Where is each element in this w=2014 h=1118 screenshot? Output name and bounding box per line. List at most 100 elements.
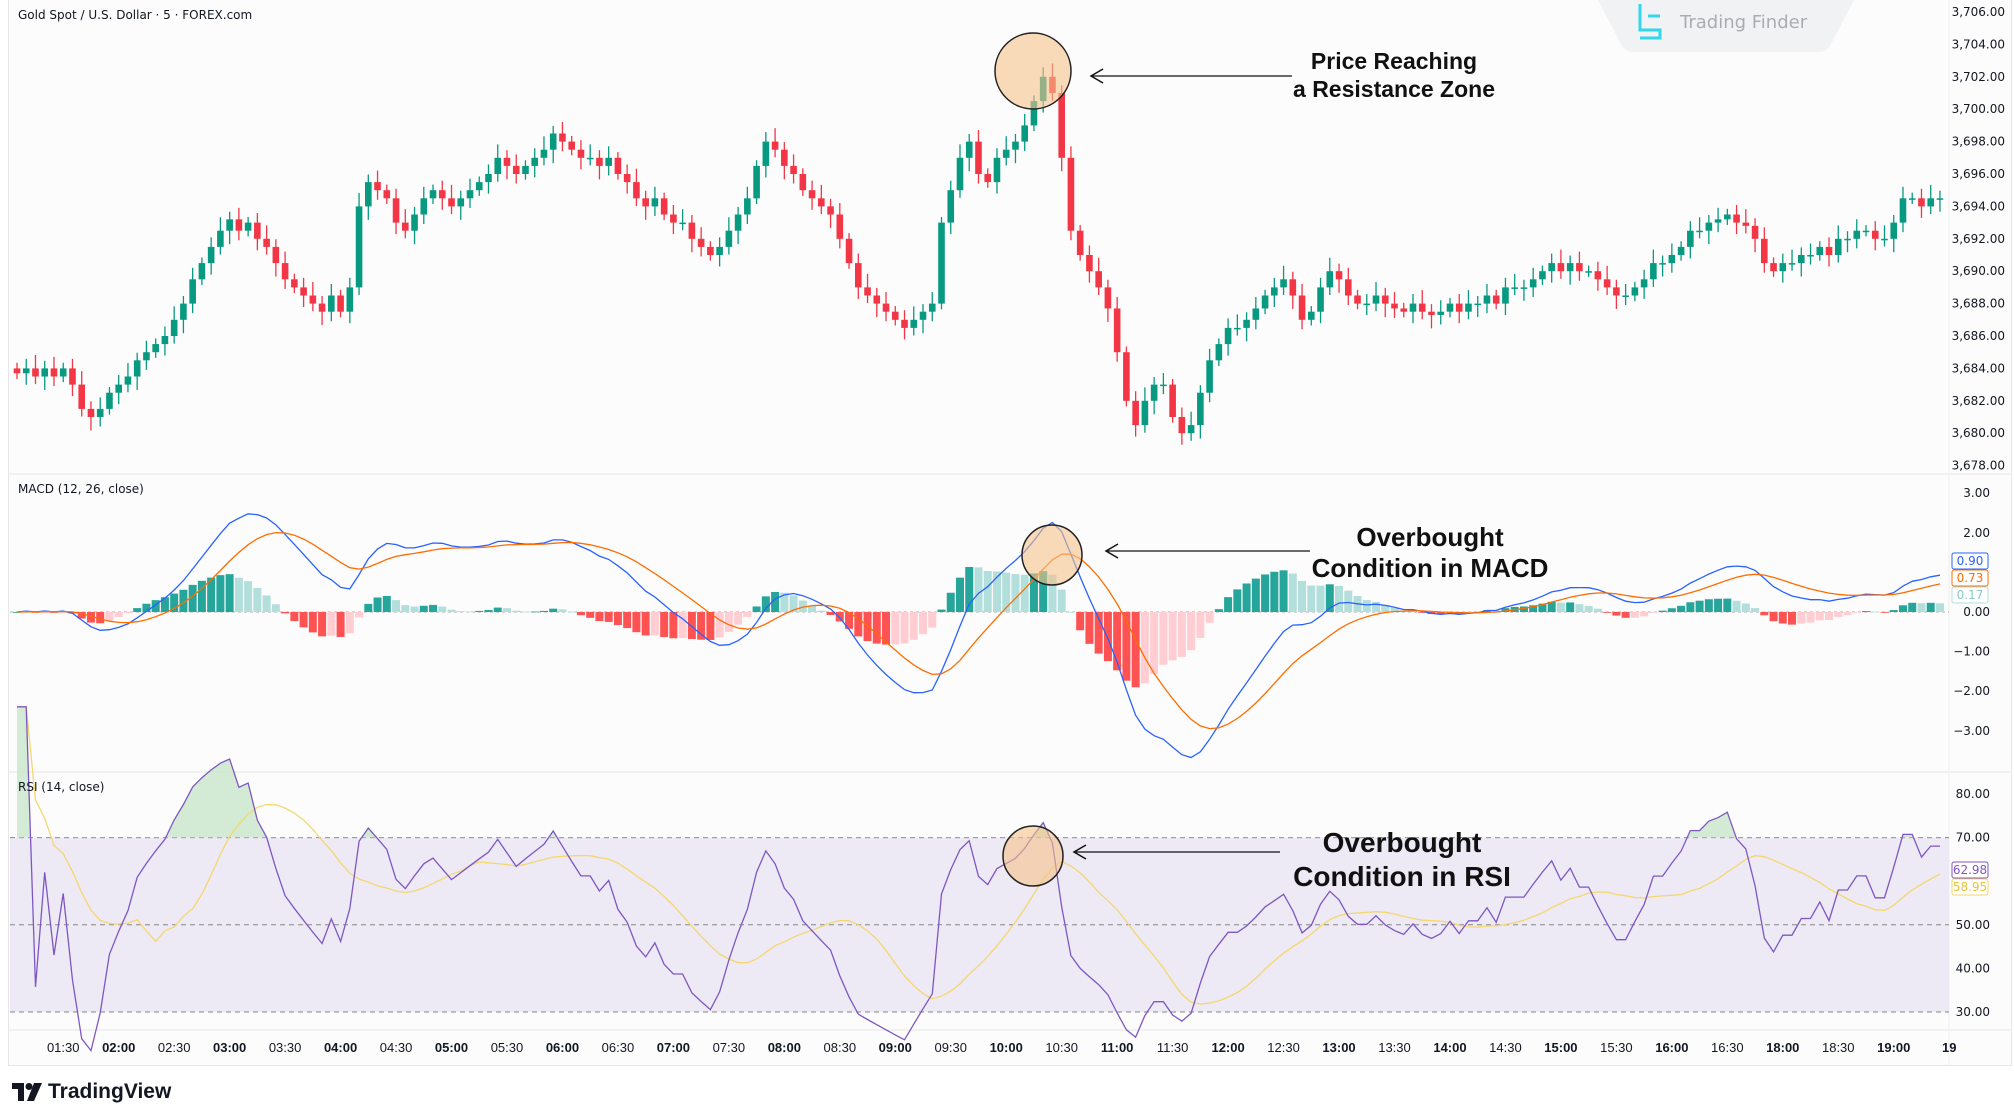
annotation-rsi-line2: Condition in RSI — [1293, 860, 1511, 892]
candle — [818, 184, 825, 215]
candle — [22, 358, 30, 385]
macd-histogram-bar — [771, 591, 780, 612]
candle — [272, 239, 280, 277]
candle-body — [1409, 303, 1417, 312]
price-tick-label: 3,700.00 — [1952, 102, 2005, 116]
candle-body — [1650, 263, 1657, 280]
candle — [1224, 318, 1232, 356]
time-tick-label: 06:30 — [602, 1040, 635, 1055]
candle — [1705, 214, 1713, 245]
candle-body — [50, 368, 58, 377]
candle — [1381, 287, 1389, 318]
symbol-title[interactable]: Gold Spot / U.S. Dollar · 5 · FOREX.com — [18, 8, 253, 22]
tradingview-logo[interactable]: TradingView — [12, 1080, 171, 1104]
candle-body — [328, 295, 335, 312]
macd-histogram-bar — [77, 612, 86, 619]
candle — [1483, 283, 1491, 314]
candle — [1492, 289, 1500, 310]
macd-histogram-bar — [123, 612, 132, 614]
macd-histogram-bar — [438, 606, 447, 612]
histogram-value-badge: 0.17 — [1951, 586, 1989, 604]
macd-histogram-bar — [1834, 612, 1843, 618]
rsi-tick-label: 40.00 — [1956, 961, 1990, 975]
time-tick-label: 14:00 — [1433, 1040, 1466, 1055]
candle-body — [1197, 392, 1204, 426]
candle-body — [170, 319, 178, 336]
time-tick-label: 16:00 — [1655, 1040, 1688, 1055]
candle — [475, 176, 483, 196]
macd-histogram-bar — [207, 577, 216, 612]
candle — [438, 180, 446, 210]
macd-histogram-bar — [845, 612, 854, 629]
macd-histogram-bar — [900, 612, 909, 644]
macd-histogram-bar — [817, 610, 826, 612]
macd-title[interactable]: MACD (12, 26, close) — [18, 482, 144, 496]
macd-histogram-bar — [1898, 605, 1907, 612]
macd-histogram-bar — [1418, 612, 1427, 613]
rsi-ma-value-badge: 58.95 — [1951, 878, 1989, 896]
candle — [1936, 190, 1944, 212]
macd-histogram-bar — [604, 612, 613, 622]
candle — [365, 174, 372, 220]
macd-histogram-bar — [1251, 578, 1260, 612]
rsi-value-badge: 62.98 — [1951, 861, 1989, 879]
macd-histogram-bar — [1131, 612, 1140, 688]
candle-body — [69, 368, 76, 385]
svg-text:58.95: 58.95 — [1953, 880, 1987, 894]
time-tick-label: 03:30 — [269, 1040, 302, 1055]
macd-histogram-bar — [1640, 612, 1649, 617]
time-tick-label: 10:30 — [1045, 1040, 1078, 1055]
macd-histogram-bar — [1103, 612, 1112, 662]
candle — [106, 387, 113, 415]
candle — [1372, 282, 1380, 312]
candle — [152, 338, 159, 358]
time-tick-label: 16:30 — [1711, 1040, 1744, 1055]
macd-histogram-bar — [151, 600, 160, 612]
candle-body — [1603, 279, 1611, 288]
candle-body — [411, 214, 418, 231]
candle-body — [1178, 417, 1186, 434]
macd-histogram-bar — [1381, 604, 1390, 612]
candle-body — [1677, 246, 1685, 255]
candle — [1363, 294, 1371, 316]
candle-body — [87, 408, 95, 417]
candle-body — [438, 190, 446, 199]
macd-histogram-bar — [761, 596, 770, 612]
macd-histogram-bar — [798, 600, 807, 612]
candle-body — [1788, 263, 1796, 265]
candle — [1761, 227, 1768, 273]
candle-body — [392, 198, 400, 223]
macd-histogram-bar — [1196, 612, 1205, 638]
candle-body — [1298, 295, 1306, 320]
candle — [919, 304, 927, 334]
candle — [1899, 186, 1907, 233]
time-tick-label: 07:30 — [713, 1040, 746, 1055]
candle — [716, 237, 723, 267]
candle-body — [1871, 230, 1879, 239]
price-tick-label: 3,690.00 — [1952, 264, 2005, 278]
candle-body — [1150, 384, 1158, 401]
macd-histogram-bar — [724, 612, 733, 632]
macd-histogram-bar — [780, 592, 789, 612]
candle-body — [1446, 303, 1454, 312]
macd-histogram-bar — [1168, 612, 1177, 661]
annotation-price-line2: a Resistance Zone — [1293, 75, 1495, 102]
candle — [1335, 263, 1343, 293]
candle — [753, 160, 760, 204]
candle-body — [1779, 263, 1787, 272]
candle — [642, 190, 649, 220]
time-tick-label: 08:00 — [768, 1040, 801, 1055]
macd-histogram-bar — [1889, 610, 1898, 612]
macd-histogram-bar — [1714, 598, 1723, 612]
candle-body — [577, 149, 585, 158]
rsi-title[interactable]: RSI (14, close) — [18, 780, 105, 794]
price-tick-label: 3,682.00 — [1952, 394, 2005, 408]
candle-body — [281, 263, 289, 280]
candle-body — [725, 230, 733, 247]
candle-body — [1881, 238, 1888, 241]
candle-body — [928, 303, 936, 312]
candle — [1104, 279, 1112, 322]
candle — [1132, 391, 1139, 437]
macd-tick-label: −1.00 — [1953, 645, 1990, 659]
